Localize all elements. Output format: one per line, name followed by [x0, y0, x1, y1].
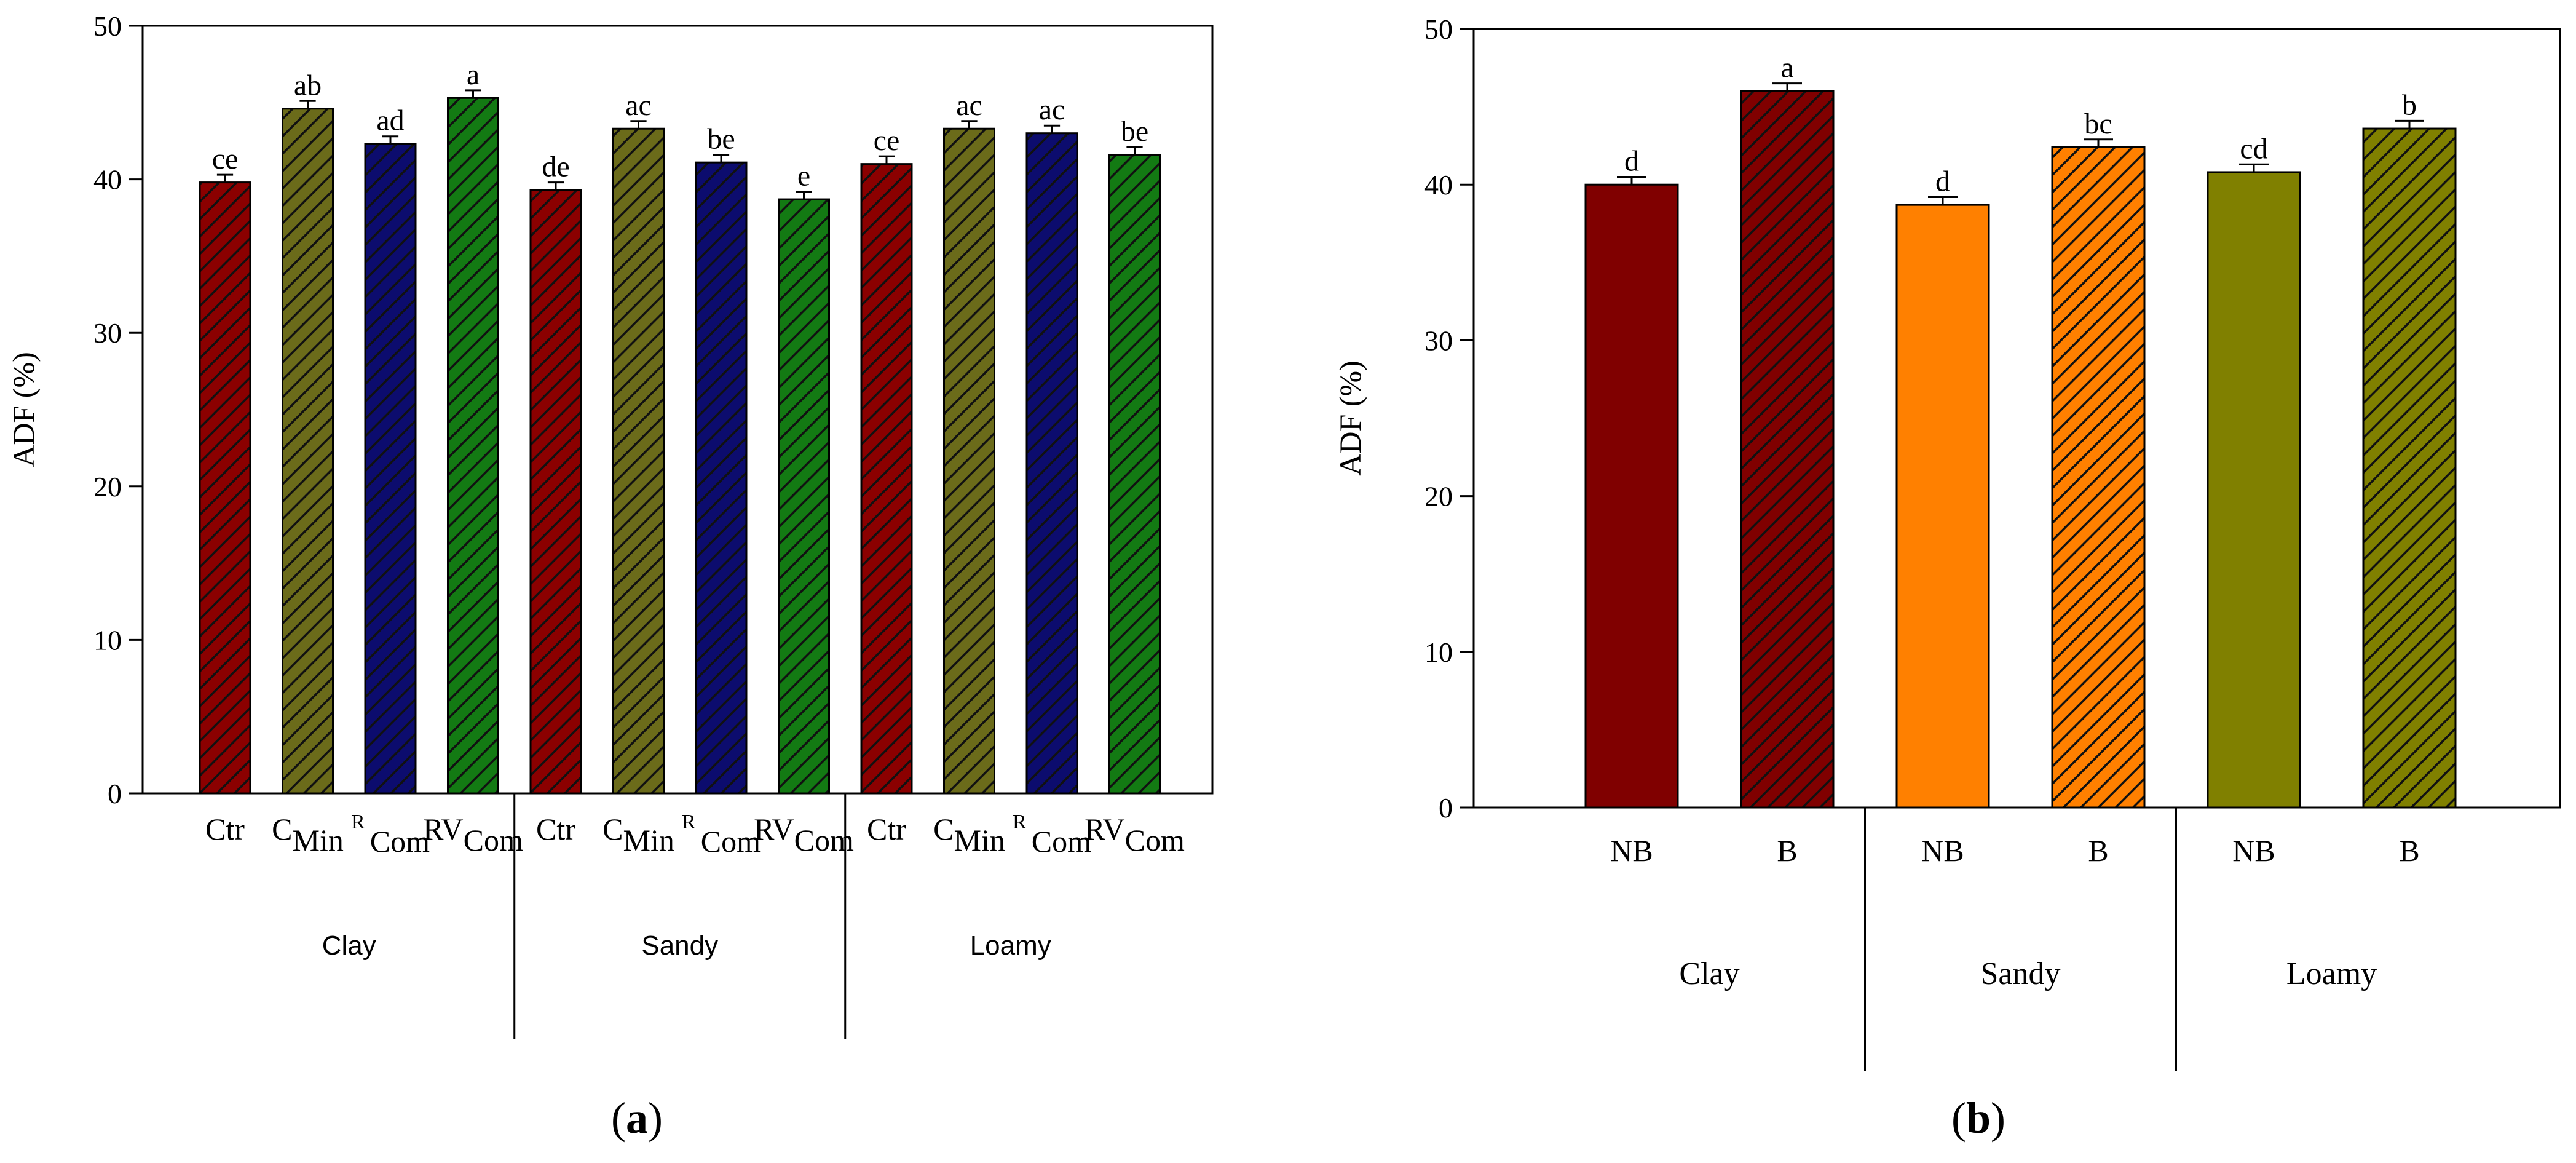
panel-b: 0 10 20 30 40 50 ADF (%) d a d bc cd b NB B NB B NB B Clay S…	[1333, 14, 2561, 1143]
b-xtick-label-3: B	[2088, 833, 2108, 868]
a-letter-1: ab	[294, 69, 322, 101]
b-ytick-label-10: 10	[1424, 637, 1453, 668]
b-y-axis-title: ADF (%)	[1333, 360, 1367, 475]
a-ytick-label-30: 30	[93, 317, 122, 349]
b-letter-4: cd	[2240, 132, 2267, 165]
b-panel-label: (b)	[1951, 1094, 2005, 1143]
b-ytick-label-30: 30	[1424, 325, 1453, 356]
a-bar-loamy-rvcom	[1108, 154, 1161, 795]
panel-a: 0 10 20 30 40 50 ADF (%) ce ab ad a de ac be e ce ac ac be…	[6, 10, 1214, 1143]
b-letter-0: d	[1624, 145, 1639, 178]
b-letter-1: a	[1780, 52, 1793, 84]
a-bar-loamy-rcom	[1025, 132, 1078, 795]
b-group-label-clay: Clay	[1679, 956, 1739, 991]
a-plot-frame	[141, 25, 1214, 795]
a-letter-9: ac	[956, 89, 982, 122]
b-ytick-label-40: 40	[1424, 169, 1453, 200]
a-ytick-label-40: 40	[93, 164, 122, 196]
a-group-label-clay: Clay	[322, 931, 376, 961]
b-bar-sandy-nb	[1895, 204, 1990, 809]
a-group-label-sandy: Sandy	[641, 931, 718, 961]
a-xtick-label-6: RCom	[682, 811, 761, 859]
a-bar-clay-rvcom	[447, 97, 499, 795]
a-xtick-label-10: RCom	[1013, 811, 1091, 859]
a-letter-6: be	[707, 123, 735, 156]
a-ytick-label-50: 50	[93, 10, 122, 42]
a-bar-clay-cmin	[282, 108, 334, 795]
b-xtick-label-1: B	[1777, 833, 1797, 868]
b-ytick-label-20: 20	[1424, 481, 1453, 512]
b-letter-3: bc	[2084, 108, 2112, 140]
a-letter-11: be	[1121, 115, 1148, 148]
b-bar-loamy-b	[2362, 127, 2457, 809]
a-xtick-label-1: CMin	[272, 812, 344, 857]
b-letter-5: b	[2402, 89, 2417, 121]
a-bar-sandy-rcom	[695, 161, 748, 795]
b-bar-loamy-nb	[2207, 171, 2301, 809]
b-letter-2: d	[1935, 165, 1950, 197]
a-xtick-label-2: RCom	[351, 811, 430, 859]
a-letter-8: ce	[874, 124, 900, 157]
a-bar-loamy-ctr	[860, 163, 913, 795]
b-xtick-label-0: NB	[1610, 833, 1653, 868]
a-letter-0: ce	[212, 143, 239, 175]
a-xtick-label-11: RVCom	[1085, 812, 1185, 857]
a-xtick-label-9: CMin	[933, 812, 1005, 857]
a-bar-sandy-ctr	[529, 189, 582, 795]
b-ytick-label-50: 50	[1424, 14, 1453, 45]
a-panel-label: (a)	[611, 1094, 663, 1143]
b-plot-frame	[1472, 28, 2561, 809]
a-bar-clay-ctr	[199, 181, 251, 795]
a-letter-5: ac	[625, 89, 652, 122]
a-bar-loamy-cmin	[943, 127, 995, 795]
a-letter-7: e	[797, 160, 810, 193]
a-letter-2: ad	[376, 105, 404, 137]
b-group-label-sandy: Sandy	[1981, 956, 2061, 991]
b-ytick-label-0: 0	[1439, 792, 1453, 824]
a-xtick-label-7: RVCom	[754, 812, 854, 857]
b-bar-clay-b	[1740, 90, 1835, 809]
a-xtick-label-3: RVCom	[423, 812, 523, 857]
a-ytick-label-0: 0	[108, 778, 122, 809]
b-xtick-label-5: B	[2399, 833, 2419, 868]
a-bar-sandy-rvcom	[778, 198, 830, 795]
b-group-label-loamy: Loamy	[2286, 956, 2377, 991]
a-y-axis-title: ADF (%)	[6, 352, 41, 467]
a-ytick-label-10: 10	[93, 624, 122, 656]
a-xtick-label-4: Ctr	[536, 812, 575, 846]
a-letter-3: a	[467, 58, 480, 91]
a-group-label-loamy: Loamy	[970, 931, 1051, 961]
a-xtick-label-8: Ctr	[867, 812, 906, 846]
a-bar-sandy-cmin	[612, 127, 665, 795]
a-ytick-label-20: 20	[93, 471, 122, 502]
a-letter-4: de	[542, 151, 569, 183]
a-bar-clay-rcom	[364, 143, 417, 795]
a-xtick-label-0: Ctr	[205, 812, 245, 846]
a-xtick-label-5: CMin	[603, 812, 674, 857]
b-xtick-label-2: NB	[1921, 833, 1964, 868]
b-xtick-label-4: NB	[2232, 833, 2275, 868]
b-bar-clay-nb	[1584, 183, 1679, 809]
a-letter-10: ac	[1039, 93, 1065, 126]
b-bar-sandy-b	[2051, 146, 2146, 809]
